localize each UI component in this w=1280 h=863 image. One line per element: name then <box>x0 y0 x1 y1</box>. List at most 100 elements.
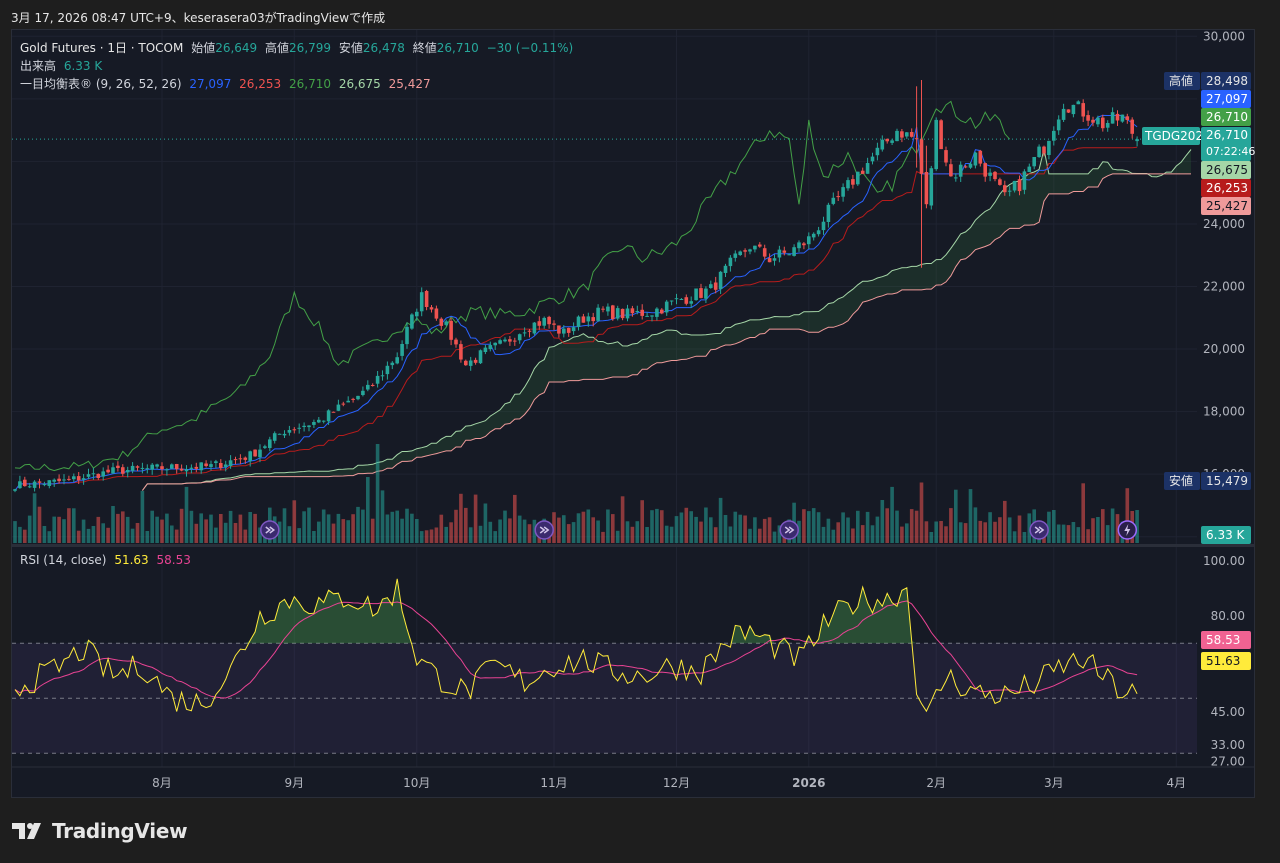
ohlc-legend: Gold Futures · 1日 · TOCOM 始値26,649 高値26,… <box>20 39 577 56</box>
volume-bar <box>875 516 880 543</box>
candle-body <box>47 480 52 486</box>
volume-bar <box>454 509 458 543</box>
volume-bar <box>199 513 203 543</box>
conversion-line <box>14 114 1138 491</box>
candle-body <box>909 132 914 137</box>
volume-bar <box>1012 531 1017 543</box>
candle-body <box>508 339 512 342</box>
volume-bar <box>968 489 973 543</box>
volume-bar <box>802 509 806 543</box>
candle-body <box>52 479 56 482</box>
volume-bar <box>101 523 105 543</box>
volume-bar <box>91 526 96 543</box>
candle-body <box>91 473 96 475</box>
volume-bar <box>807 511 811 543</box>
tradingview-logo[interactable]: TradingView <box>12 818 188 844</box>
candle-body <box>748 249 752 252</box>
ichimoku-label[interactable]: 一目均衡表® (9, 26, 52, 26) <box>20 77 182 91</box>
volume-bar <box>895 510 899 543</box>
candle-body <box>591 317 595 322</box>
volume-bar <box>32 493 37 543</box>
volume-bar <box>214 527 218 543</box>
volume-bar <box>831 529 836 543</box>
candle-body <box>488 345 493 350</box>
volume-bar <box>106 527 110 543</box>
volume-bar <box>885 508 889 543</box>
volume-bar <box>468 527 473 543</box>
candle-body <box>468 360 473 366</box>
volume-bar <box>988 512 992 543</box>
volume-bar <box>571 522 576 543</box>
volume-bar <box>856 510 860 543</box>
volume-bar <box>743 515 747 543</box>
chart-frame[interactable]: 30,00028,00026,00024,00022,00020,00018,0… <box>11 29 1255 798</box>
volume-bar <box>713 527 718 543</box>
candle-body <box>42 484 47 486</box>
volume-bar <box>81 519 86 543</box>
candle-body <box>635 311 640 312</box>
candle-body <box>150 464 154 470</box>
volume-bar <box>890 486 894 543</box>
volume-bar <box>508 518 512 543</box>
candle-body <box>640 309 644 316</box>
volume-bar <box>76 530 81 543</box>
candle-body <box>816 230 821 235</box>
time-axis-label: 11月 <box>540 776 567 790</box>
span-b-price-label: 25,427 <box>1201 197 1251 215</box>
candle-body <box>415 311 419 317</box>
price-chart[interactable]: 30,00028,00026,00024,00022,00020,00018,0… <box>12 30 1254 797</box>
volume-bar <box>762 518 767 543</box>
volume-bar <box>135 523 140 543</box>
volume-bar <box>1007 517 1012 543</box>
candle-body <box>1130 119 1134 134</box>
candle-body <box>1017 179 1022 192</box>
candle-body <box>434 308 439 319</box>
candle-body <box>811 233 816 238</box>
ichimoku-conversion: 27,097 <box>189 77 232 91</box>
candle-body <box>23 479 27 487</box>
candle-body <box>243 457 248 460</box>
candle-body <box>625 308 630 319</box>
volume-bar <box>983 522 987 543</box>
volume-bar <box>13 521 17 543</box>
volume-bar <box>42 526 47 543</box>
volume-bar <box>189 510 194 543</box>
candle-body <box>287 430 292 433</box>
volume-bar <box>630 526 635 543</box>
volume-bar <box>1115 514 1120 543</box>
volume-bar <box>522 519 527 543</box>
rsi-tick-label: 33.00 <box>1211 738 1245 752</box>
candle-body <box>263 446 267 448</box>
volume-label[interactable]: 出来高 <box>20 59 57 73</box>
candle-body <box>522 332 527 334</box>
candle-body <box>606 306 610 312</box>
volume-bar <box>86 528 91 543</box>
candle-body <box>233 459 238 461</box>
candle-body <box>1003 185 1007 193</box>
event-arrow-icon <box>539 526 550 534</box>
candle-body <box>101 471 105 477</box>
volume-bar <box>635 521 640 543</box>
chikou-price-label: 26,710 <box>1201 108 1251 126</box>
volume-bar <box>395 510 399 543</box>
symbol-tag[interactable]: TGDG2027 <box>1142 127 1211 145</box>
candle-body <box>439 318 444 326</box>
legend-symbol[interactable]: Gold Futures · 1日 · TOCOM <box>20 41 184 55</box>
candle-body <box>370 385 375 386</box>
volume-bar <box>748 528 752 543</box>
candle-body <box>880 139 885 150</box>
candle-body <box>836 196 840 198</box>
candle-body <box>777 249 782 258</box>
candle-body <box>713 282 718 290</box>
volume-bar <box>797 520 801 543</box>
candle-body <box>385 365 390 375</box>
candle-body <box>219 463 223 468</box>
volume-bar <box>331 523 336 543</box>
volume-bar <box>709 517 713 543</box>
high-tag: 高値 <box>1164 72 1200 90</box>
candle-body <box>81 478 86 480</box>
rsi-label[interactable]: RSI (14, close) <box>20 553 107 567</box>
candle-body <box>807 236 811 245</box>
time-axis-label: 2月 <box>926 776 946 790</box>
volume-bar <box>1027 513 1032 543</box>
